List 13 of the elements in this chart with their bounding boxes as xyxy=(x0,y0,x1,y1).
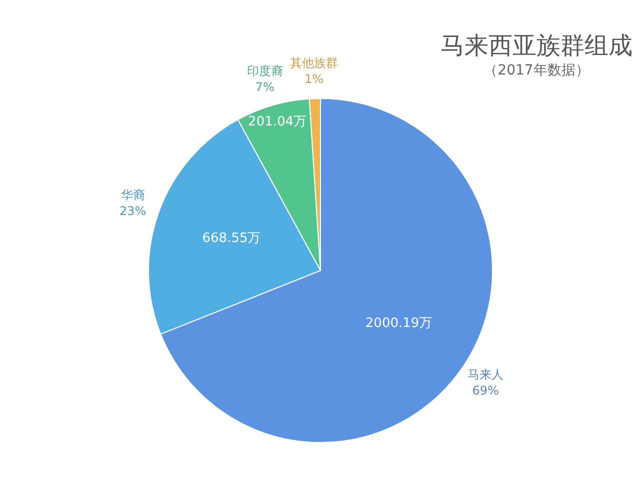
slice-label: 华裔 xyxy=(120,188,145,202)
text: 23% xyxy=(119,204,146,218)
text: 7% xyxy=(255,80,274,94)
slice-label: 马来人 xyxy=(468,368,504,382)
text: （2017年数据） xyxy=(484,62,590,78)
slice-label: 其他族群 xyxy=(290,56,338,70)
data-label: 201.04万 xyxy=(248,114,307,130)
text: 69% xyxy=(472,384,499,398)
slice-label: 印度裔 xyxy=(246,64,283,78)
data-label: 668.55万 xyxy=(202,230,261,246)
chart-title: 马来西亚族群组成 xyxy=(440,32,632,60)
data-label: 2000.19万 xyxy=(365,316,432,332)
text: 1% xyxy=(304,72,324,86)
